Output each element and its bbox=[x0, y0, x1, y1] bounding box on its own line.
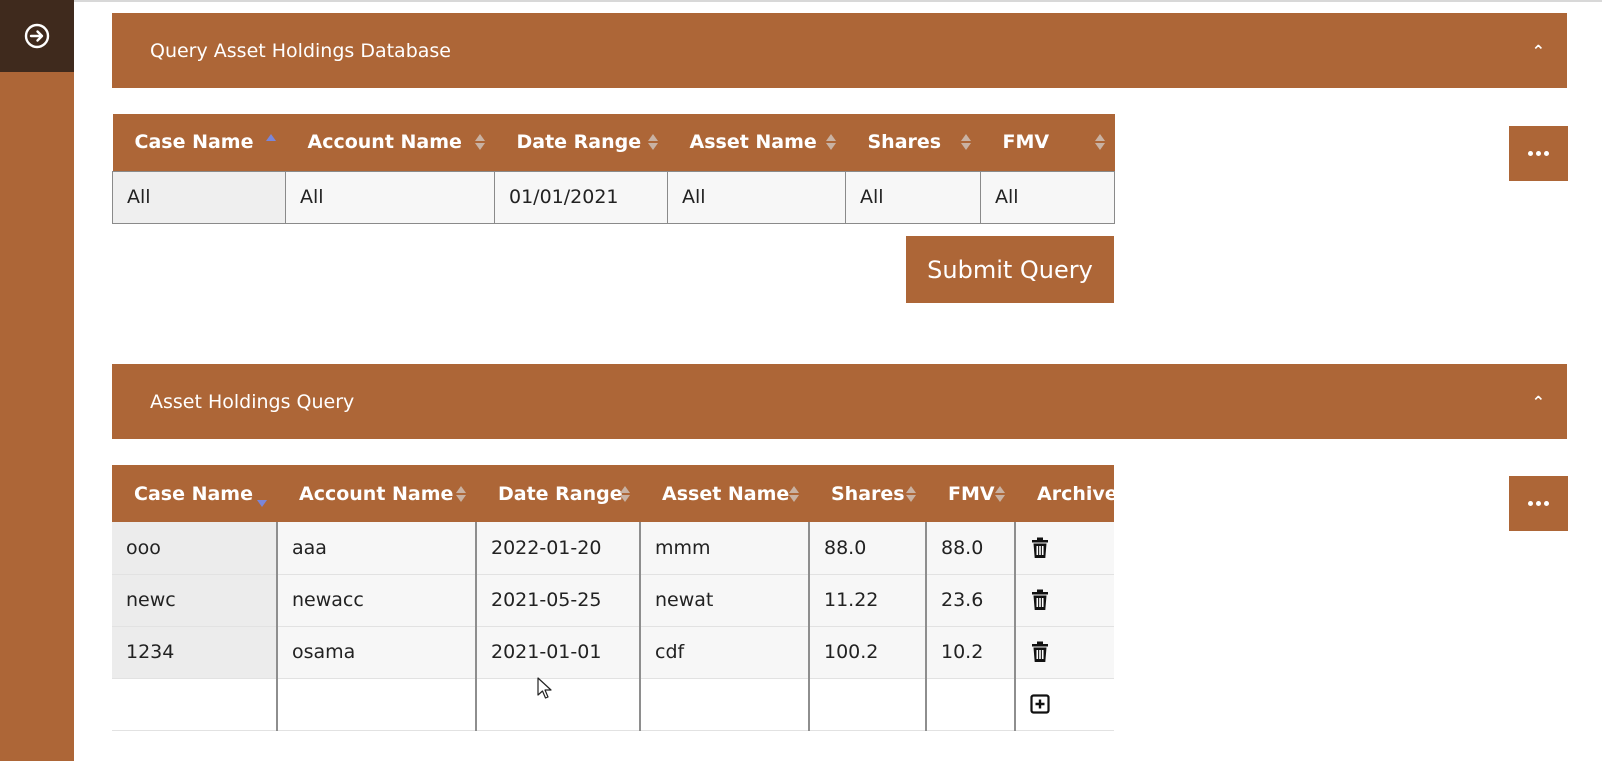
cell-asset-name: newat bbox=[640, 574, 810, 627]
new-cell-fmv[interactable] bbox=[926, 678, 1016, 731]
sort-icon[interactable] bbox=[789, 485, 799, 502]
results-panel-header[interactable]: Asset Holdings Query ⌃ bbox=[112, 364, 1567, 439]
query-filter-table: Case Name Account Name Date Range Asset … bbox=[112, 114, 1115, 224]
column-header-shares[interactable]: Shares bbox=[845, 114, 981, 171]
add-square-icon[interactable] bbox=[1030, 693, 1050, 715]
column-header-asset-name[interactable]: Asset Name bbox=[667, 114, 846, 171]
new-cell-account-name[interactable] bbox=[277, 678, 477, 731]
cell-fmv: 10.2 bbox=[926, 626, 1016, 679]
trash-icon[interactable] bbox=[1030, 589, 1050, 611]
new-cell-case-name[interactable] bbox=[112, 678, 278, 731]
column-header-date-range[interactable]: Date Range bbox=[494, 114, 668, 171]
cell-case-name: newc bbox=[112, 574, 278, 627]
cell-date-range: 2021-05-25 bbox=[476, 574, 641, 627]
table-row[interactable]: 1234 osama 2021-01-01 cdf 100.2 10.2 bbox=[112, 626, 1114, 679]
cell-fmv: 88.0 bbox=[926, 522, 1016, 575]
new-row[interactable] bbox=[112, 678, 1114, 731]
table-row[interactable]: newc newacc 2021-05-25 newat 11.22 23.6 bbox=[112, 574, 1114, 627]
sort-icon[interactable] bbox=[1094, 134, 1105, 151]
column-header-case-name[interactable]: Case Name bbox=[112, 465, 277, 522]
sort-icon[interactable] bbox=[906, 485, 916, 502]
sidebar bbox=[0, 0, 74, 761]
column-header-shares[interactable]: Shares bbox=[809, 465, 926, 522]
column-header-fmv[interactable]: FMV bbox=[926, 465, 1015, 522]
trash-icon[interactable] bbox=[1030, 537, 1050, 559]
filter-case-name[interactable]: All bbox=[112, 170, 286, 224]
column-header-archive: Archive bbox=[1015, 465, 1114, 522]
results-panel-title: Asset Holdings Query bbox=[150, 390, 355, 413]
cell-date-range: 2022-01-20 bbox=[476, 522, 641, 575]
cell-archive bbox=[1015, 626, 1114, 679]
mouse-cursor-icon bbox=[537, 677, 552, 699]
sort-icon[interactable] bbox=[474, 134, 485, 151]
sort-icon[interactable] bbox=[960, 134, 971, 151]
trash-icon[interactable] bbox=[1030, 641, 1050, 663]
column-header-case-name[interactable]: Case Name bbox=[112, 114, 286, 171]
cell-account-name: newacc bbox=[277, 574, 477, 627]
query-options-button[interactable] bbox=[1509, 126, 1568, 181]
results-table: Case Name Account Name Date Range Asset … bbox=[112, 465, 1114, 731]
filter-date-range[interactable]: 01/01/2021 bbox=[494, 170, 668, 224]
column-header-date-range[interactable]: Date Range bbox=[476, 465, 640, 522]
new-cell-asset-name[interactable] bbox=[640, 678, 810, 731]
query-panel-header[interactable]: Query Asset Holdings Database ⌃ bbox=[112, 13, 1567, 88]
sort-icon[interactable] bbox=[620, 485, 630, 502]
new-cell-date-range[interactable] bbox=[476, 678, 641, 731]
column-header-account-name[interactable]: Account Name bbox=[277, 465, 476, 522]
cell-account-name: aaa bbox=[277, 522, 477, 575]
cell-fmv: 23.6 bbox=[926, 574, 1016, 627]
cell-shares: 11.22 bbox=[809, 574, 927, 627]
cell-date-range: 2021-01-01 bbox=[476, 626, 641, 679]
sort-icon[interactable] bbox=[647, 134, 658, 151]
cell-archive bbox=[1015, 522, 1114, 575]
submit-query-button[interactable]: Submit Query bbox=[906, 236, 1114, 303]
sort-icon[interactable] bbox=[456, 485, 466, 502]
filter-shares[interactable]: All bbox=[845, 170, 981, 224]
query-panel-title: Query Asset Holdings Database bbox=[150, 39, 451, 62]
cell-account-name: osama bbox=[277, 626, 477, 679]
sort-asc-icon[interactable] bbox=[265, 134, 276, 150]
cell-archive bbox=[1015, 574, 1114, 627]
sort-icon[interactable] bbox=[825, 134, 836, 151]
column-header-asset-name[interactable]: Asset Name bbox=[640, 465, 809, 522]
sort-desc-icon[interactable] bbox=[257, 491, 267, 508]
cell-asset-name: mmm bbox=[640, 522, 810, 575]
column-header-account-name[interactable]: Account Name bbox=[285, 114, 495, 171]
cell-shares: 88.0 bbox=[809, 522, 927, 575]
top-divider bbox=[74, 0, 1602, 2]
sidebar-toggle[interactable] bbox=[0, 0, 74, 72]
collapse-chevron-icon[interactable]: ⌃ bbox=[1531, 41, 1545, 60]
filter-fmv[interactable]: All bbox=[980, 170, 1115, 224]
filter-asset-name[interactable]: All bbox=[667, 170, 846, 224]
filter-row: All All 01/01/2021 All All All bbox=[112, 170, 1115, 224]
collapse-chevron-icon[interactable]: ⌃ bbox=[1531, 392, 1545, 411]
cell-asset-name: cdf bbox=[640, 626, 810, 679]
column-header-fmv[interactable]: FMV bbox=[980, 114, 1115, 171]
arrow-circle-right-icon[interactable] bbox=[23, 22, 51, 50]
table-row[interactable]: ooo aaa 2022-01-20 mmm 88.0 88.0 bbox=[112, 522, 1114, 575]
cell-shares: 100.2 bbox=[809, 626, 927, 679]
results-options-button[interactable] bbox=[1509, 476, 1568, 531]
cell-case-name: ooo bbox=[112, 522, 278, 575]
new-cell-shares[interactable] bbox=[809, 678, 927, 731]
cell-case-name: 1234 bbox=[112, 626, 278, 679]
sort-icon[interactable] bbox=[995, 485, 1005, 502]
cell-add bbox=[1015, 678, 1114, 731]
filter-account-name[interactable]: All bbox=[285, 170, 495, 224]
